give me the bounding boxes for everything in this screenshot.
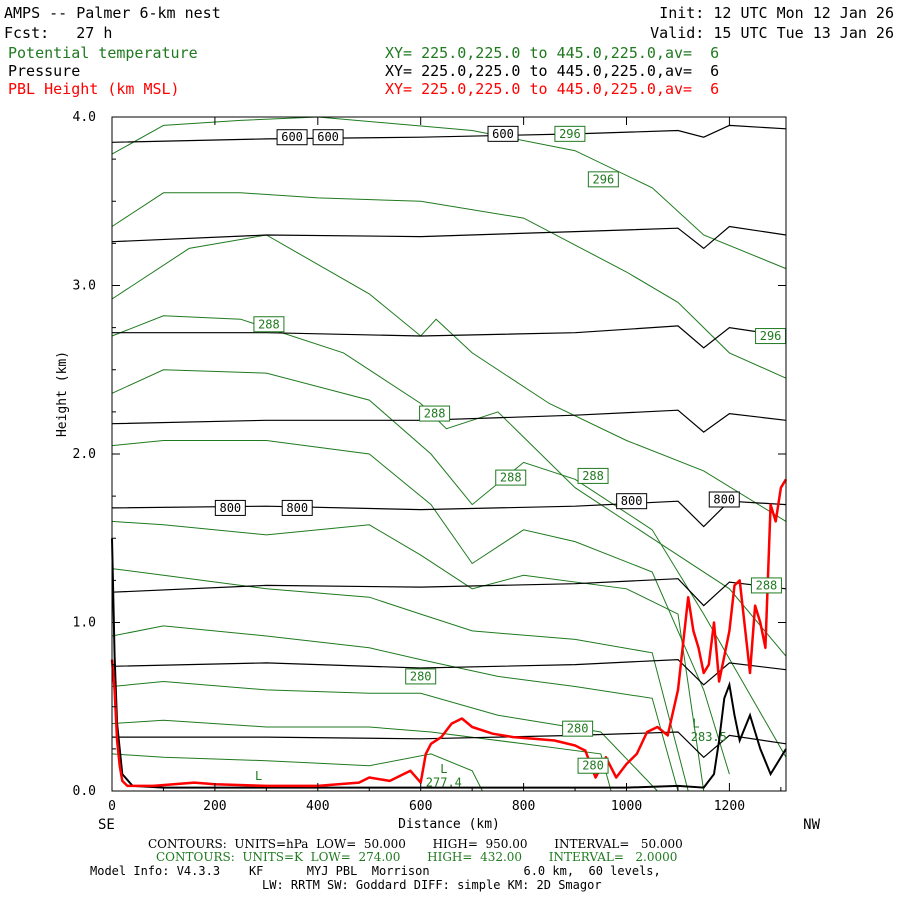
pressure-label-box bbox=[281, 499, 313, 516]
low-label: L bbox=[440, 762, 447, 776]
x-tick-label: 0 bbox=[108, 799, 116, 814]
low-label: L bbox=[255, 769, 262, 783]
theta-contour bbox=[111, 568, 689, 792]
pressure-label: 600 bbox=[281, 130, 303, 144]
theta-contour bbox=[111, 192, 787, 379]
pressure-label: 800 bbox=[621, 494, 643, 508]
theta-label: 296 bbox=[760, 329, 782, 343]
pressure-label: 800 bbox=[219, 501, 241, 515]
theta-label-box bbox=[495, 469, 527, 486]
theta-label: 296 bbox=[593, 172, 615, 186]
theta-label: 288 bbox=[424, 407, 446, 421]
x-tick-label: 200 bbox=[203, 799, 226, 814]
footer-pressure-contours: CONTOURS: UNITS=hPa LOW= 50.000 HIGH= 95… bbox=[148, 837, 683, 851]
field-name-theta: Potential temperature bbox=[8, 44, 198, 62]
theta-label-box bbox=[577, 757, 609, 774]
pressure-contour-850 bbox=[111, 578, 787, 607]
field-name-pbl: PBL Height (km MSL) bbox=[8, 80, 180, 98]
theta-label-box bbox=[253, 316, 285, 333]
pressure-label-box bbox=[616, 493, 648, 510]
theta-contour bbox=[111, 234, 787, 522]
axes: 0.0 1.0 2.0 3.0 4.0 0 200 400 600 800 1000 1200 bbox=[73, 110, 786, 814]
y-axis-label: Height (km) bbox=[55, 351, 70, 437]
y-tick-label: 1.0 bbox=[73, 616, 96, 631]
theta-contour bbox=[111, 625, 679, 792]
theta-label: 288 bbox=[582, 469, 604, 483]
contour-labels: 600 600 600 800 800 800 800 296 296 296 288 288 288 2… bbox=[214, 125, 787, 790]
field-xy-theta: XY= 225.0,225.0 to 445.0,225.0,av= 6 bbox=[385, 44, 720, 62]
init-time: Init: 12 UTC Mon 12 Jan 26 bbox=[659, 4, 894, 22]
terrain-line bbox=[111, 538, 787, 789]
theta-label: 280 bbox=[567, 722, 589, 736]
pressure-label-box bbox=[708, 491, 740, 508]
x-tick-label: 400 bbox=[306, 799, 329, 814]
x-tick-label: 1000 bbox=[611, 799, 642, 814]
x-end-label-se: SE bbox=[98, 817, 115, 833]
pbl-height-line bbox=[110, 478, 788, 788]
forecast-hour: Fcst: 27 h bbox=[4, 24, 113, 42]
theta-label: 288 bbox=[258, 317, 280, 331]
theta-label-box bbox=[419, 405, 451, 422]
theta-label: 280 bbox=[410, 669, 432, 683]
theta-label: 280 bbox=[582, 759, 604, 773]
x-tick-label: 600 bbox=[409, 799, 432, 814]
pressure-contour-700 bbox=[112, 325, 787, 349]
field-name-pressure: Pressure bbox=[8, 62, 81, 80]
y-tick-label: 2.0 bbox=[73, 447, 96, 462]
pressure-contour-900 bbox=[111, 658, 787, 686]
theta-label-box bbox=[577, 467, 609, 484]
pressure-label: 600 bbox=[317, 130, 339, 144]
field-xy-pbl: XY= 225.0,225.0 to 445.0,225.0,av= 6 bbox=[385, 80, 720, 98]
pressure-label-box bbox=[487, 125, 519, 142]
pressure-contour-650 bbox=[111, 225, 787, 250]
pressure-label-box bbox=[312, 129, 344, 146]
theta-contour bbox=[111, 315, 787, 657]
chart-title: AMPS -- Palmer 6-km nest bbox=[4, 4, 221, 22]
pressure-label-box bbox=[214, 499, 246, 516]
pressure-label: 800 bbox=[286, 501, 308, 515]
theta-contour bbox=[111, 719, 612, 792]
theta-contour bbox=[111, 369, 787, 758]
pressure-label: 600 bbox=[492, 127, 514, 141]
pressure-contour-950 bbox=[112, 731, 787, 759]
pressure-contours bbox=[111, 124, 787, 759]
theta-contour bbox=[111, 440, 730, 775]
low-label: L bbox=[692, 717, 699, 731]
theta-label-box bbox=[750, 577, 782, 594]
footer-theta-contours: CONTOURS: UNITS=K LOW= 274.00 HIGH= 432.… bbox=[156, 850, 678, 864]
field-xy-pressure: XY= 225.0,225.0 to 445.0,225.0,av= 6 bbox=[385, 62, 720, 80]
theta-label-box bbox=[562, 720, 594, 737]
theta-label-box bbox=[587, 171, 619, 188]
theta-label: 288 bbox=[756, 578, 778, 592]
x-axis-label: Distance (km) bbox=[398, 817, 500, 832]
theta-label: 288 bbox=[500, 471, 522, 485]
theta-contours bbox=[111, 116, 787, 792]
pressure-label: 800 bbox=[713, 492, 735, 506]
low-label: 283.5 bbox=[691, 730, 727, 744]
x-end-label-nw: NW bbox=[803, 817, 820, 833]
theta-contour bbox=[111, 116, 787, 270]
theta-label-box bbox=[405, 668, 437, 685]
theta-label: 296 bbox=[559, 127, 581, 141]
y-tick-label: 0.0 bbox=[73, 784, 96, 799]
footer-physics: LW: RRTM SW: Goddard DIFF: simple KM: 2D… bbox=[262, 878, 602, 892]
theta-label-box bbox=[554, 125, 586, 142]
theta-contour bbox=[111, 520, 705, 792]
y-tick-label: 4.0 bbox=[73, 110, 96, 125]
valid-time: Valid: 15 UTC Tue 13 Jan 26 bbox=[650, 24, 894, 42]
terrain-pressure-line bbox=[111, 538, 787, 789]
low-label: 277.4 bbox=[426, 776, 462, 790]
pressure-label-box bbox=[276, 129, 308, 146]
theta-contour bbox=[111, 753, 483, 792]
pressure-contour-600 bbox=[111, 124, 787, 143]
footer-model-info: Model Info: V4.3.3 KF MYJ PBL Morrison 6… bbox=[90, 864, 661, 878]
pressure-contour-750 bbox=[111, 409, 787, 433]
x-tick-label: 1200 bbox=[714, 799, 745, 814]
pbl-height-series bbox=[110, 478, 788, 788]
y-tick-label: 3.0 bbox=[73, 279, 96, 294]
pressure-contour-800 bbox=[111, 500, 787, 528]
x-tick-label: 800 bbox=[512, 799, 535, 814]
